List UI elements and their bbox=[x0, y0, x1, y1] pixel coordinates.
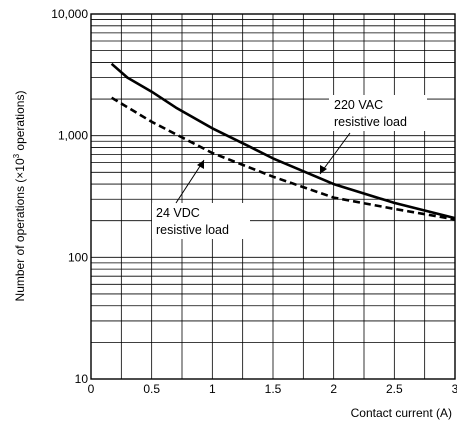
series-layer bbox=[110, 62, 456, 221]
x-tick-labels: 0 0.5 1 1.5 2 2.5 3 bbox=[88, 382, 457, 396]
x-tick-label: 1 bbox=[209, 382, 216, 396]
annotation-24vdc-arrowhead bbox=[197, 160, 204, 169]
series-line-220vac bbox=[110, 62, 456, 220]
series-line-24vdc bbox=[110, 96, 456, 221]
y-tick-label: 100 bbox=[68, 250, 88, 264]
y-tick-label: 1,000 bbox=[58, 129, 88, 143]
plot-frame bbox=[90, 13, 456, 380]
annotation-220vac-leader bbox=[319, 132, 351, 175]
annotation-220vac-arrowhead bbox=[320, 165, 327, 174]
x-tick-label: 1.5 bbox=[265, 382, 282, 396]
x-tick-label: 2.5 bbox=[386, 382, 403, 396]
y-tick-labels: 10 100 1,000 10,000 bbox=[51, 7, 88, 386]
x-tick-label: 0 bbox=[88, 382, 95, 396]
y-tick-label: 10 bbox=[75, 372, 89, 386]
annotation-24vdc-background bbox=[152, 203, 250, 239]
y-tick-label: 10,000 bbox=[51, 7, 88, 21]
annotation-24vdc-leader bbox=[175, 159, 205, 204]
annotation-24vdc-line1: 24 VDC bbox=[156, 206, 200, 220]
grid bbox=[91, 14, 455, 379]
x-tick-label: 3 bbox=[452, 382, 457, 396]
x-tick-label: 0.5 bbox=[143, 382, 160, 396]
y-axis-label: Number of operations (×103 operations) bbox=[12, 91, 27, 302]
annotation-220vac-line2: resistive load bbox=[334, 115, 407, 129]
annotation-24vdc-line2: resistive load bbox=[156, 223, 229, 237]
x-axis-label: Contact current (A) bbox=[351, 406, 452, 420]
annotation-220vac-background bbox=[329, 95, 427, 131]
x-tick-label: 2 bbox=[330, 382, 337, 396]
annotation-220vac-line1: 220 VAC bbox=[334, 98, 383, 112]
